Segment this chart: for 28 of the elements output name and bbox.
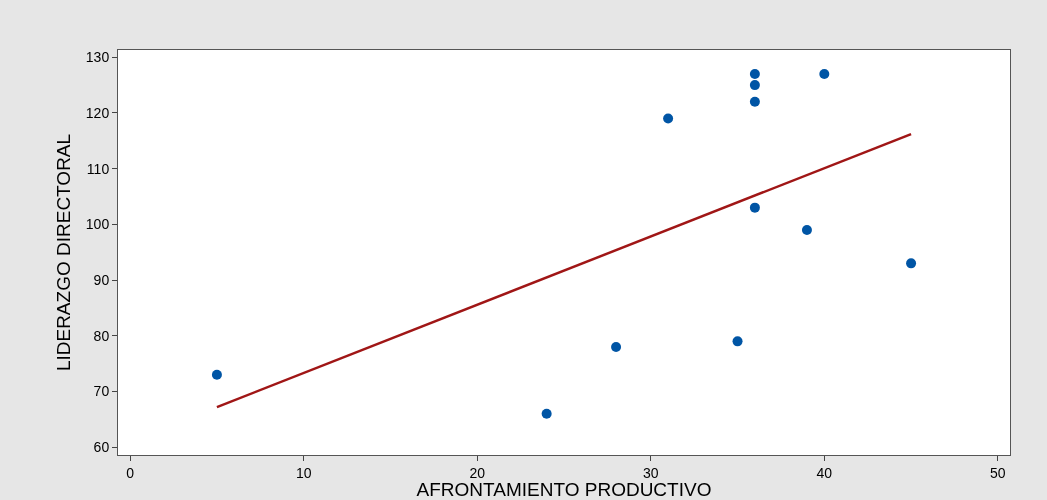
point — [819, 68, 830, 79]
y-tick-label: 100 — [85, 216, 110, 233]
y-axis-title: LIDERAZGO DIRECTORAL — [53, 133, 74, 372]
y-tick-label: 90 — [93, 271, 110, 288]
point — [801, 224, 812, 235]
point — [211, 369, 222, 380]
point — [732, 336, 743, 347]
point — [611, 341, 622, 352]
point — [541, 408, 552, 419]
point — [749, 96, 760, 107]
x-tick-label: 30 — [642, 464, 659, 481]
point — [663, 113, 674, 124]
point — [749, 80, 760, 91]
point — [749, 202, 760, 213]
y-tick-label: 80 — [93, 327, 110, 344]
x-tick-label: 20 — [469, 464, 486, 481]
y-tick-label: 70 — [93, 383, 110, 400]
point — [906, 258, 917, 269]
x-tick-label: 0 — [126, 464, 135, 481]
y-tick-label: 110 — [86, 160, 110, 177]
y-tick-label: 120 — [85, 104, 110, 121]
point — [749, 68, 760, 79]
x-tick-label: 50 — [990, 464, 1006, 481]
x-axis-title: AFRONTAMIENTO PRODUCTIVO — [416, 479, 712, 500]
x-tick-label: 10 — [295, 464, 312, 481]
y-tick-label: 60 — [93, 439, 110, 456]
x-tick-label: 40 — [816, 464, 833, 481]
y-tick-label: 130 — [85, 49, 110, 66]
